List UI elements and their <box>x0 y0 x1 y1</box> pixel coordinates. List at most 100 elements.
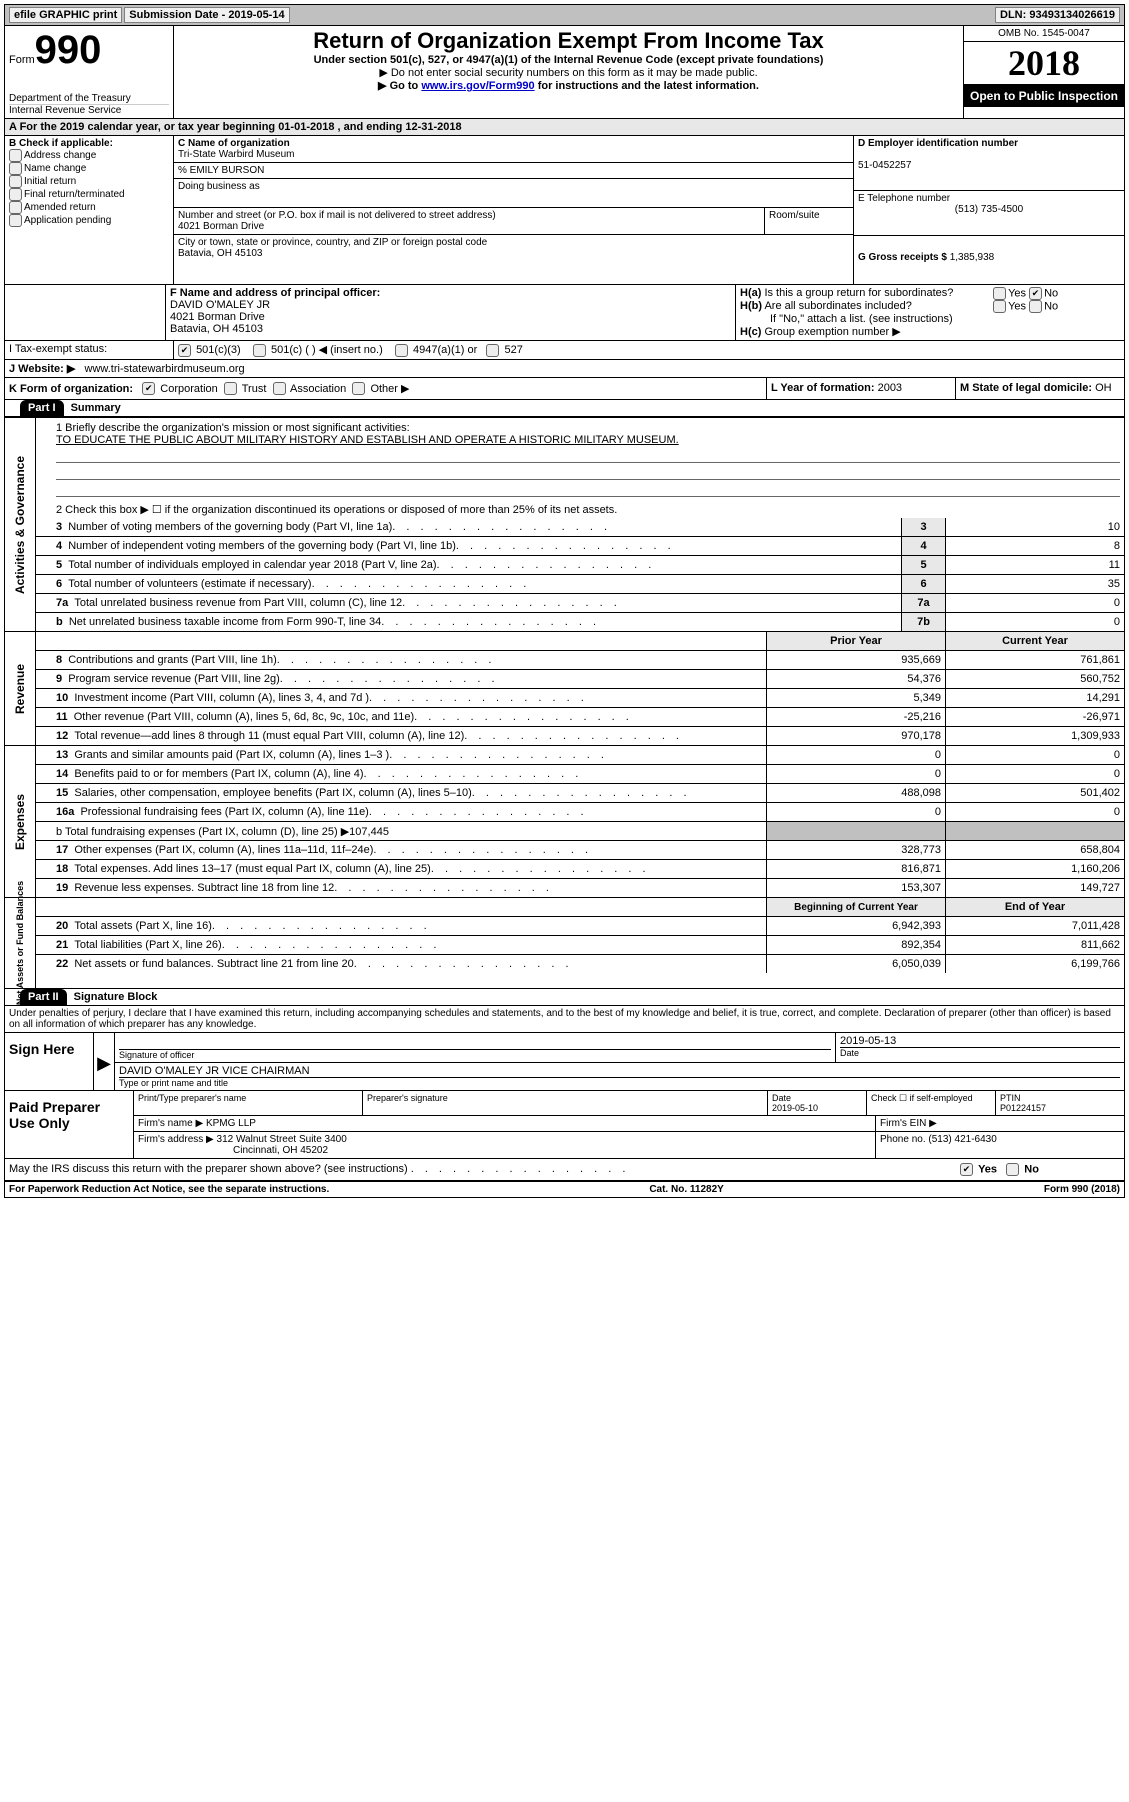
subtitle-1: Under section 501(c), 527, or 4947(a)(1)… <box>176 54 961 66</box>
firm-ein: Firm's EIN ▶ <box>876 1116 1124 1131</box>
netassets-line-21: 21 Total liabilities (Part X, line 26) 8… <box>36 936 1124 955</box>
expense-line-18: 18 Total expenses. Add lines 13–17 (must… <box>36 860 1124 879</box>
paperwork-notice: For Paperwork Reduction Act Notice, see … <box>9 1184 329 1195</box>
netassets-line-22: 22 Net assets or fund balances. Subtract… <box>36 955 1124 973</box>
ha-no[interactable] <box>1029 287 1042 300</box>
lines-3-7: 3 Number of voting members of the govern… <box>36 518 1124 631</box>
line2: 2 Check this box ▶ ☐ if the organization… <box>36 499 1124 518</box>
check-527[interactable] <box>486 344 499 357</box>
expense-line-14: 14 Benefits paid to or for members (Part… <box>36 765 1124 784</box>
open-inspection: Open to Public Inspection <box>964 85 1124 107</box>
revenue-line-9: 9 Program service revenue (Part VIII, li… <box>36 670 1124 689</box>
check-501c[interactable] <box>253 344 266 357</box>
website-url: www.tri-statewarbirdmuseum.org <box>85 363 245 375</box>
col-b-check: B Check if applicable: Address change Na… <box>5 136 174 284</box>
discuss-row: May the IRS discuss this return with the… <box>5 1158 1124 1181</box>
top-bar: efile GRAPHIC print Submission Date - 20… <box>5 5 1124 26</box>
city-cell: City or town, state or province, country… <box>174 235 853 261</box>
cat-no: Cat. No. 11282Y <box>649 1184 723 1195</box>
part2-title: Signature Block <box>70 989 162 1005</box>
form-header: Form990 Department of the Treasury Inter… <box>5 26 1124 119</box>
city-state-zip: Batavia, OH 45103 <box>178 248 263 259</box>
ha-yes[interactable] <box>993 287 1006 300</box>
section-fh: F Name and address of principal officer:… <box>5 285 1124 341</box>
row-a-calendar-year: A For the 2019 calendar year, or tax yea… <box>5 119 1124 136</box>
omb-number: OMB No. 1545-0047 <box>964 26 1124 42</box>
dept-treasury: Department of the Treasury <box>9 93 169 104</box>
check-other[interactable] <box>352 382 365 395</box>
discuss-yes[interactable] <box>960 1163 973 1176</box>
discuss-answer: Yes No <box>956 1159 1124 1180</box>
tax-year: 2018 <box>964 42 1124 85</box>
prior-year-header: Prior Year <box>767 632 946 650</box>
dba-label: Doing business as <box>174 179 853 208</box>
check-corp[interactable] <box>142 382 155 395</box>
efile-print[interactable]: efile GRAPHIC print <box>9 7 122 23</box>
gross-receipts-value: 1,385,938 <box>950 252 995 263</box>
street-cell: Number and street (or P.O. box if mail i… <box>174 208 765 234</box>
k-form-org: K Form of organization: Corporation Trus… <box>5 378 767 400</box>
check-application-pending[interactable]: Application pending <box>9 214 169 227</box>
ptin-cell: PTINP01224157 <box>996 1091 1124 1115</box>
form-title: Return of Organization Exempt From Incom… <box>176 28 961 54</box>
self-employed-check[interactable]: Check ☐ if self-employed <box>867 1091 996 1115</box>
expense-rows: 13 Grants and similar amounts paid (Part… <box>36 746 1124 822</box>
sign-fields: Signature of officer 2019-05-13 Date DAV… <box>115 1033 1124 1090</box>
sig-date-cell: 2019-05-13 Date <box>836 1033 1124 1062</box>
revenue-line-8: 8 Contributions and grants (Part VIII, l… <box>36 651 1124 670</box>
hb-no[interactable] <box>1029 300 1042 313</box>
check-4947[interactable] <box>395 344 408 357</box>
governance-block: Activities & Governance 1 Briefly descri… <box>5 417 1124 631</box>
discuss-no[interactable] <box>1006 1163 1019 1176</box>
line-7a: 7a Total unrelated business revenue from… <box>36 594 1124 613</box>
phone-cell: E Telephone number (513) 735-4500 <box>854 191 1124 236</box>
header-left: Form990 Department of the Treasury Inter… <box>5 26 174 118</box>
check-final-return[interactable]: Final return/terminated <box>9 188 169 201</box>
ha-group-return: H(a) Is this a group return for subordin… <box>740 287 1120 300</box>
sign-here-label: Sign Here <box>5 1033 94 1090</box>
mission-text: TO EDUCATE THE PUBLIC ABOUT MILITARY HIS… <box>56 434 679 446</box>
netassets-rows: 20 Total assets (Part X, line 16) 6,942,… <box>36 917 1124 973</box>
hb-note: If "No," attach a list. (see instruction… <box>740 313 1120 325</box>
dln: DLN: 93493134026619 <box>995 7 1120 23</box>
irs-link[interactable]: www.irs.gov/Form990 <box>421 80 534 92</box>
ein-cell: D Employer identification number 51-0452… <box>854 136 1124 191</box>
check-name-change[interactable]: Name change <box>9 162 169 175</box>
j-label: J Website: ▶ <box>9 363 75 375</box>
l-year-formation: L Year of formation: 2003 <box>767 378 956 400</box>
netassets-block: Net Assets or Fund Balances Beginning of… <box>5 897 1124 989</box>
officer-addr2: Batavia, OH 45103 <box>170 323 263 335</box>
hc-exemption: H(c) Group exemption number ▶ <box>740 325 1120 338</box>
revenue-header: Prior Year Current Year <box>36 632 1124 651</box>
form-990-container: efile GRAPHIC print Submission Date - 20… <box>4 4 1125 1198</box>
perjury-statement: Under penalties of perjury, I declare th… <box>5 1005 1124 1032</box>
expense-line-17: 17 Other expenses (Part IX, column (A), … <box>36 841 1124 860</box>
firm-addr-cell: Firm's address ▶ 312 Walnut Street Suite… <box>134 1132 876 1158</box>
sidebar-revenue: Revenue <box>5 632 36 745</box>
expenses-block: Expenses 13 Grants and similar amounts p… <box>5 745 1124 897</box>
discuss-question: May the IRS discuss this return with the… <box>5 1159 956 1180</box>
tax-exempt-options: 501(c)(3) 501(c) ( ) ◀ (insert no.) 4947… <box>174 341 1124 359</box>
check-address-change[interactable]: Address change <box>9 149 169 162</box>
part1-title: Summary <box>67 400 125 416</box>
col-d-ein: D Employer identification number 51-0452… <box>854 136 1124 284</box>
current-year-header: Current Year <box>946 632 1124 650</box>
sign-here-section: Sign Here ▶ Signature of officer 2019-05… <box>5 1032 1124 1090</box>
prep-date-cell: Date2019-05-10 <box>768 1091 867 1115</box>
room-suite: Room/suite <box>765 208 853 234</box>
sidebar-governance: Activities & Governance <box>5 418 36 631</box>
check-initial-return[interactable]: Initial return <box>9 175 169 188</box>
governance-content: 1 Briefly describe the organization's mi… <box>36 418 1124 631</box>
check-assoc[interactable] <box>273 382 286 395</box>
org-name-cell: C Name of organization Tri-State Warbird… <box>174 136 853 163</box>
b-label: B Check if applicable: <box>9 138 113 149</box>
check-501c3[interactable] <box>178 344 191 357</box>
hb-yes[interactable] <box>993 300 1006 313</box>
i-label: I Tax-exempt status: <box>5 341 174 359</box>
check-amended[interactable]: Amended return <box>9 201 169 214</box>
col-c-org: C Name of organization Tri-State Warbird… <box>174 136 854 284</box>
check-trust[interactable] <box>224 382 237 395</box>
submission-date: Submission Date - 2019-05-14 <box>124 7 289 23</box>
line-7b: b Net unrelated business taxable income … <box>36 613 1124 631</box>
expense-line-19: 19 Revenue less expenses. Subtract line … <box>36 879 1124 897</box>
